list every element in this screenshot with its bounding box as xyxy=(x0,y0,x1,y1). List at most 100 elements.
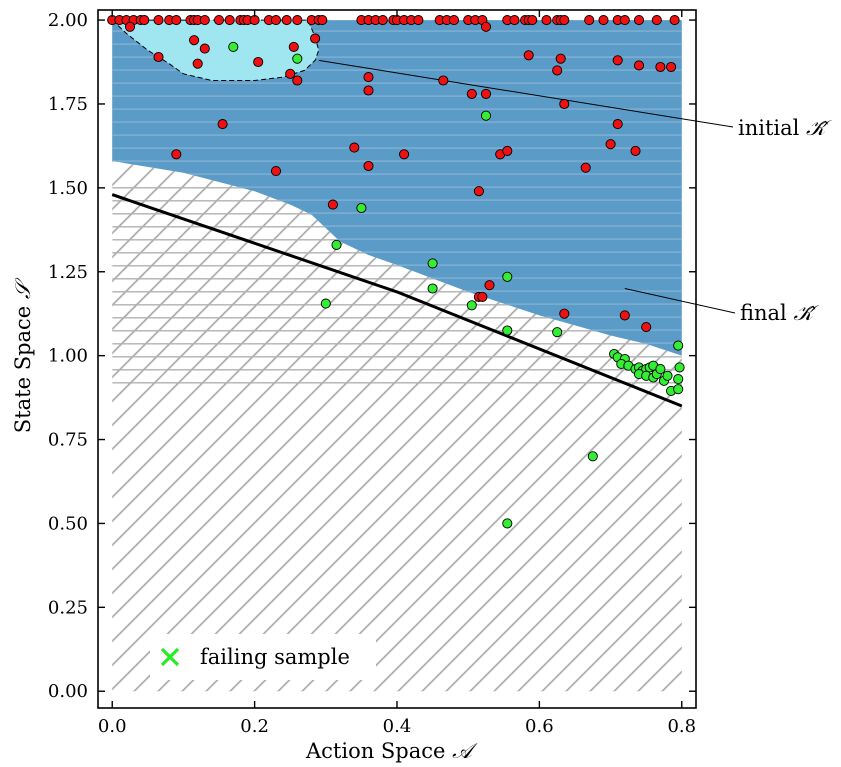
failing-point xyxy=(502,325,513,336)
failing-point xyxy=(427,283,438,294)
safe-point xyxy=(555,53,566,64)
safe-point xyxy=(477,291,488,302)
safe-point xyxy=(270,166,282,177)
failing-point xyxy=(502,518,513,529)
failing-point xyxy=(356,202,367,214)
safe-point xyxy=(327,199,338,210)
safe-point xyxy=(633,15,645,26)
safe-point xyxy=(413,15,424,26)
safe-point xyxy=(192,58,203,69)
legend: failing sample xyxy=(150,634,376,680)
safe-point xyxy=(502,145,513,156)
failing-point xyxy=(292,53,303,64)
x-axis-ticks: 0.0 0.2 0.4 0.6 0.8 xyxy=(98,10,696,737)
safe-point xyxy=(605,139,616,150)
data-points xyxy=(107,15,685,529)
safe-point xyxy=(527,15,538,26)
safe-point xyxy=(630,145,641,156)
safe-point xyxy=(473,186,484,197)
safe-point xyxy=(651,15,662,26)
safe-point xyxy=(655,61,666,73)
safe-point xyxy=(559,308,570,319)
safe-point xyxy=(584,15,595,26)
safe-point xyxy=(270,15,282,26)
safe-point xyxy=(448,15,460,26)
safe-point xyxy=(224,15,235,26)
safe-point xyxy=(189,35,200,46)
annotation-initial-text: initial xyxy=(738,116,800,140)
safe-point xyxy=(619,15,630,26)
y-axis-label: State Space 𝒮 xyxy=(11,277,35,433)
x-axis-label-text: Action Space xyxy=(305,739,445,763)
safe-point xyxy=(171,15,182,26)
y-axis-label-symbol: 𝒮 xyxy=(11,277,35,299)
safe-point xyxy=(633,60,645,71)
x-tick-label: 0.2 xyxy=(240,716,269,737)
x-tick-label: 0.0 xyxy=(98,716,127,737)
safe-point xyxy=(139,15,150,26)
legend-failing-label: failing sample xyxy=(200,645,350,669)
final-safe-set-region xyxy=(112,20,682,356)
safe-point xyxy=(480,21,492,32)
safety-boundary-line xyxy=(111,193,683,408)
safe-point xyxy=(124,21,136,32)
safe-point xyxy=(509,15,520,26)
failing-point xyxy=(673,374,684,385)
x-tick-label: 0.8 xyxy=(667,716,696,737)
annotation-final-symbol: 𝒦̂ xyxy=(793,301,819,325)
safe-point xyxy=(171,149,182,160)
failing-point xyxy=(662,370,673,381)
annotation-final: final 𝒦̂ xyxy=(740,301,819,325)
safe-point xyxy=(612,55,623,66)
failing-point xyxy=(674,362,685,373)
failing-point xyxy=(480,110,492,121)
safe-point xyxy=(598,15,609,26)
safe-point xyxy=(153,15,164,26)
y-tick-label: 1.75 xyxy=(48,94,88,115)
safe-point xyxy=(363,85,374,96)
safe-point xyxy=(480,88,492,99)
unsafe-hatch-background xyxy=(112,161,682,692)
failing-point xyxy=(427,258,438,269)
safe-point xyxy=(363,72,374,83)
safe-point xyxy=(559,98,570,110)
safe-point xyxy=(292,75,303,86)
y-axis-label-text: State Space xyxy=(11,306,35,433)
safe-point xyxy=(438,75,449,86)
y-tick-label: 0.00 xyxy=(48,681,88,702)
annotation-initial-symbol: 𝒦̂ xyxy=(806,116,832,140)
safe-point xyxy=(612,119,623,130)
y-tick-label: 1.25 xyxy=(48,262,88,283)
y-axis-ticks: 0.00 0.25 0.50 0.75 1.00 1.25 1.50 1.75 2.00 xyxy=(48,10,696,702)
x-axis-label: Action Space 𝒜 xyxy=(305,739,478,763)
safe-point xyxy=(199,15,210,26)
safe-point xyxy=(541,15,552,26)
safe-point xyxy=(552,65,563,76)
x-axis-label-symbol: 𝒜 xyxy=(452,739,478,763)
safe-point xyxy=(349,142,360,153)
plot-regions xyxy=(110,19,682,692)
y-tick-label: 0.50 xyxy=(48,513,88,534)
failing-point xyxy=(552,327,563,338)
x-tick-label: 0.6 xyxy=(525,716,554,737)
safe-point xyxy=(213,15,225,26)
safe-point xyxy=(153,51,164,63)
failing-point xyxy=(673,384,684,395)
annotation-initial: initial 𝒦̂ xyxy=(738,116,832,140)
legend-failing-marker xyxy=(160,647,180,667)
safe-point xyxy=(559,15,570,26)
failing-point xyxy=(655,364,666,375)
y-tick-label: 2.00 xyxy=(48,10,88,31)
failing-point xyxy=(673,340,684,351)
x-tick-label: 0.4 xyxy=(383,716,412,737)
safe-point xyxy=(580,162,591,173)
failing-point xyxy=(587,451,598,462)
failing-point xyxy=(466,300,477,311)
safe-point xyxy=(281,15,292,26)
safe-point xyxy=(484,280,495,291)
failing-point xyxy=(331,239,342,250)
y-tick-label: 1.00 xyxy=(48,346,88,367)
safe-point xyxy=(666,61,677,73)
y-tick-label: 1.50 xyxy=(48,178,88,199)
